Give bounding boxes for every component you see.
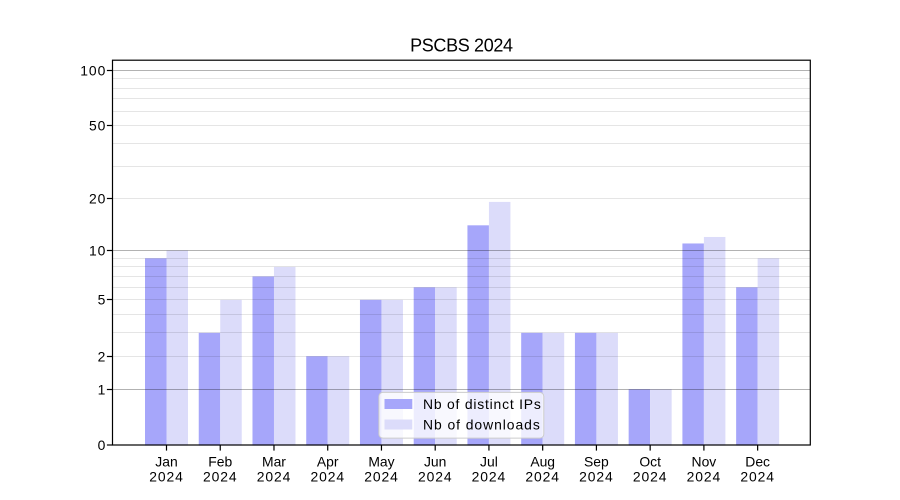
svg-text:20: 20 [89,190,106,206]
svg-text:Nb of distinct IPs: Nb of distinct IPs [423,396,542,412]
svg-text:2024: 2024 [687,469,722,485]
svg-text:Jan: Jan [155,453,177,469]
svg-text:Apr: Apr [317,453,339,469]
svg-text:Feb: Feb [208,453,232,469]
svg-text:PSCBS 2024: PSCBS 2024 [410,36,513,56]
svg-text:2024: 2024 [525,469,560,485]
svg-text:2024: 2024 [472,469,507,485]
svg-text:Jul: Jul [480,453,498,469]
svg-text:5: 5 [98,291,107,307]
svg-text:2024: 2024 [633,469,668,485]
svg-text:2024: 2024 [740,469,775,485]
svg-text:Jun: Jun [424,453,446,469]
svg-text:May: May [368,453,394,469]
svg-text:10: 10 [89,242,106,258]
svg-text:2024: 2024 [203,469,238,485]
svg-text:2024: 2024 [418,469,453,485]
svg-text:Nb of downloads: Nb of downloads [423,416,541,432]
svg-text:2024: 2024 [310,469,345,485]
svg-text:Oct: Oct [639,453,661,469]
svg-text:2024: 2024 [364,469,399,485]
svg-text:Nov: Nov [692,453,717,469]
svg-text:Mar: Mar [262,453,286,469]
svg-text:100: 100 [80,62,106,78]
svg-text:Aug: Aug [530,453,555,469]
svg-text:Dec: Dec [745,453,770,469]
svg-text:1: 1 [98,381,107,397]
svg-text:2024: 2024 [257,469,292,485]
svg-text:2: 2 [98,348,107,364]
svg-text:50: 50 [89,117,106,133]
svg-text:2024: 2024 [579,469,614,485]
svg-text:2024: 2024 [149,469,184,485]
svg-text:Sep: Sep [584,453,609,469]
svg-text:0: 0 [98,437,107,453]
